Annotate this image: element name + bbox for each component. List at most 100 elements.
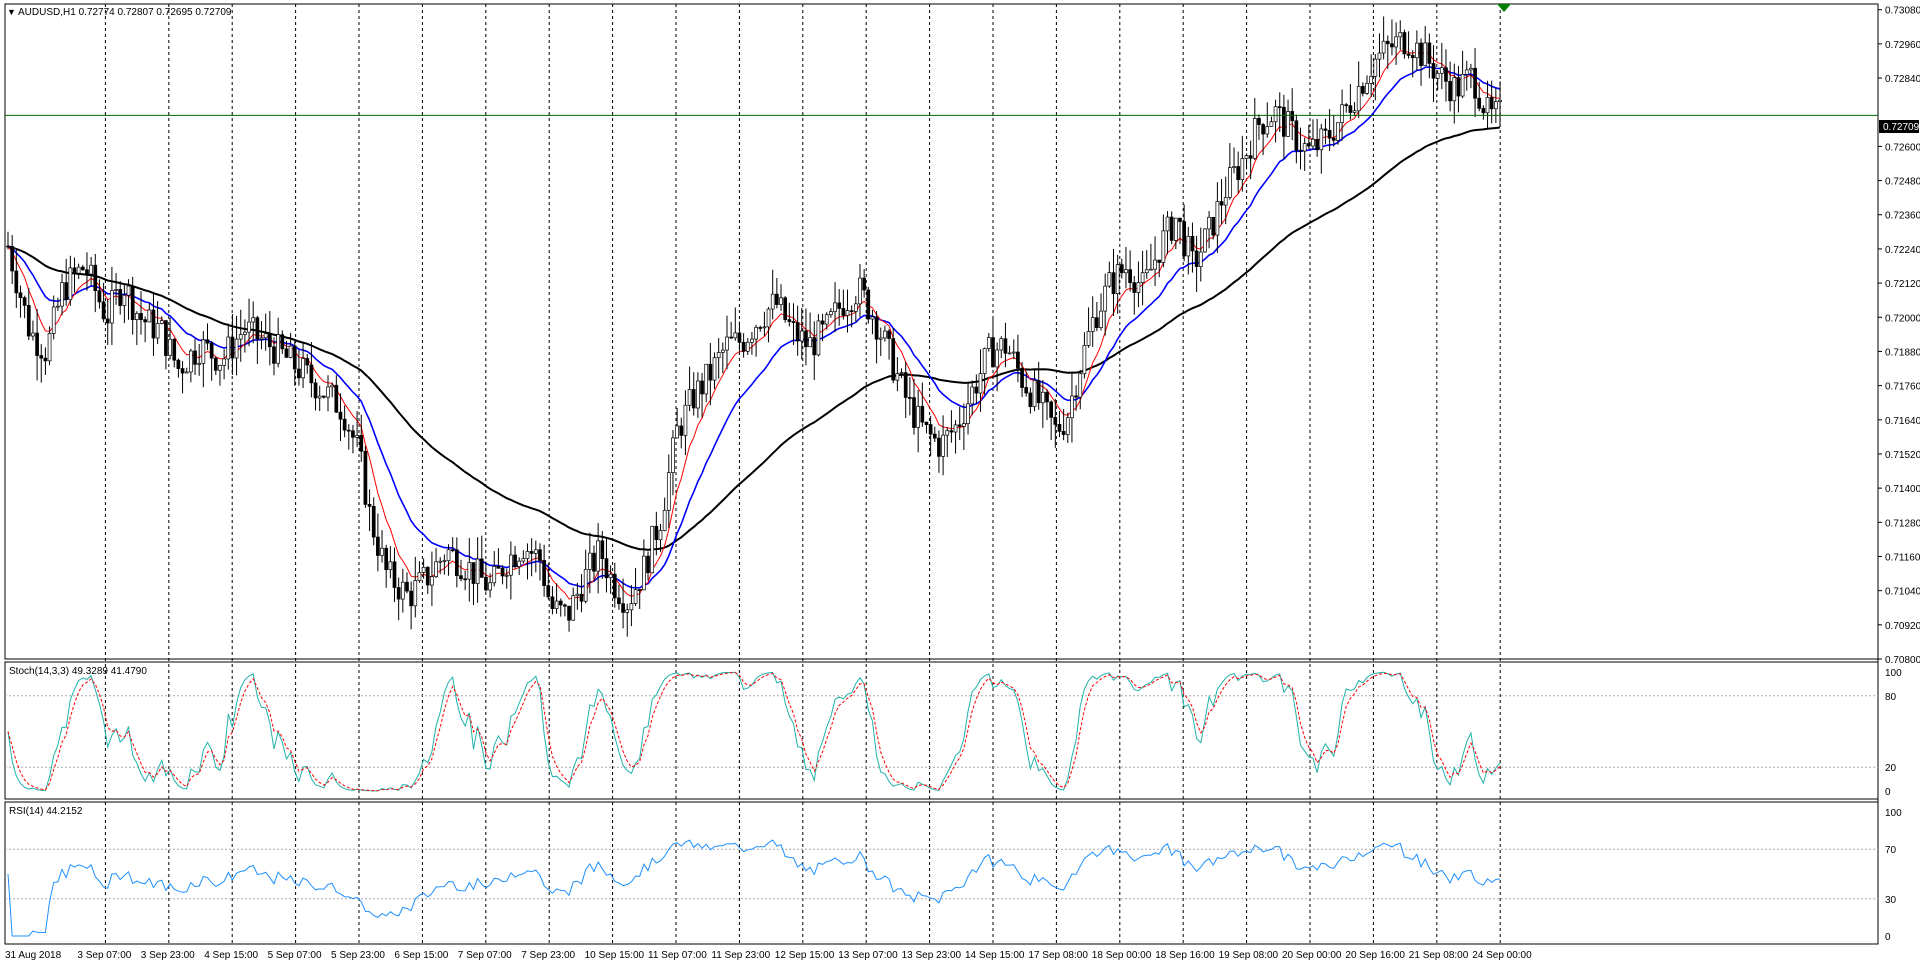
candle-body — [1373, 58, 1378, 77]
candle-body — [1352, 110, 1357, 113]
candle-body — [833, 302, 837, 312]
candle-body — [22, 297, 27, 306]
candle-body — [346, 429, 351, 432]
candle-body — [816, 320, 821, 356]
candle-body — [134, 313, 139, 320]
time-tick-label: 14 Sep 15:00 — [965, 950, 1025, 961]
price-tick-label: 0.71040 — [1885, 587, 1920, 598]
candle-body — [542, 560, 546, 586]
candle-body — [1265, 126, 1270, 135]
candle-body — [766, 308, 771, 328]
candle-body — [1128, 269, 1132, 283]
candle-body — [1244, 155, 1249, 160]
time-tick-label: 7 Sep 23:00 — [521, 950, 575, 961]
candle-body — [758, 327, 763, 329]
stoch-level-label: 20 — [1885, 763, 1897, 774]
candle-body — [209, 342, 214, 359]
candle-body — [376, 536, 380, 556]
candle-body — [309, 364, 314, 384]
candle-body — [438, 560, 443, 563]
candle-body — [841, 308, 846, 316]
candle-body — [1448, 80, 1452, 102]
candle-body — [326, 386, 330, 398]
candle-body — [812, 337, 817, 356]
candle-body — [1294, 120, 1299, 151]
candle-body — [413, 580, 418, 607]
time-tick-label: 17 Sep 08:00 — [1028, 950, 1088, 961]
candle-body — [1356, 86, 1361, 112]
candle-body — [180, 368, 185, 374]
candle-body — [1269, 121, 1274, 127]
price-tick-label: 0.72480 — [1885, 177, 1920, 188]
candle-body — [546, 585, 551, 598]
stoch-level-label: 100 — [1885, 668, 1902, 679]
candle-body — [729, 336, 733, 339]
candle-body — [1377, 52, 1382, 60]
candle-body — [596, 540, 601, 572]
candle-body — [1369, 75, 1374, 84]
candle-body — [937, 437, 941, 457]
candle-body — [1331, 137, 1336, 141]
candle-body — [916, 405, 921, 428]
candle-body — [1452, 77, 1457, 102]
arrow-marker-icon — [1497, 4, 1511, 12]
candle-body — [297, 368, 301, 379]
candle-body — [234, 338, 239, 359]
candle-body — [130, 285, 135, 320]
collapse-triangle-icon[interactable]: ▼ — [7, 7, 16, 17]
candle-body — [571, 595, 576, 621]
candle-body — [1053, 417, 1058, 425]
candle-body — [1286, 111, 1290, 137]
rsi-level-label: 0 — [1885, 932, 1891, 943]
candle-body — [554, 600, 559, 609]
candle-body — [745, 341, 750, 352]
candle-body — [1344, 104, 1349, 107]
candle-body — [1161, 230, 1166, 263]
candle-body — [675, 425, 679, 439]
candle-body — [912, 397, 916, 428]
candle-body — [417, 572, 422, 581]
candle-body — [43, 357, 48, 362]
time-tick-label: 5 Sep 07:00 — [268, 950, 322, 961]
candle-body — [351, 430, 355, 438]
candle-body — [887, 330, 891, 339]
candle-body — [741, 341, 746, 352]
candle-body — [1211, 216, 1216, 236]
candle-body — [878, 337, 883, 340]
price-candles — [6, 16, 1502, 637]
candle-body — [716, 352, 721, 359]
candle-body — [932, 433, 937, 439]
candle-body — [1493, 101, 1498, 110]
rsi-level-label: 100 — [1885, 808, 1902, 819]
candle-body — [288, 345, 293, 358]
candle-body — [654, 525, 659, 541]
candle-body — [629, 603, 634, 611]
candle-body — [708, 363, 713, 381]
price-tick-label: 0.72120 — [1885, 279, 1920, 290]
price-tick-label: 0.72960 — [1885, 40, 1920, 51]
candle-body — [467, 562, 472, 580]
candle-body — [1435, 72, 1440, 79]
candle-body — [496, 565, 501, 569]
time-tick-label: 3 Sep 23:00 — [141, 950, 195, 961]
candle-body — [600, 540, 605, 559]
candle-body — [1178, 217, 1182, 222]
candle-body — [371, 505, 376, 538]
candle-body — [1340, 104, 1344, 124]
candle-body — [1140, 272, 1145, 283]
candle-body — [1194, 250, 1199, 267]
candle-body — [949, 430, 954, 433]
candle-body — [662, 509, 667, 531]
candle-body — [691, 389, 696, 409]
candle-body — [658, 530, 663, 541]
candle-body — [280, 334, 285, 350]
candle-body — [538, 549, 542, 561]
stoch-panel-frame — [4, 661, 1879, 800]
candle-body — [1065, 417, 1070, 435]
rsi-line-path — [7, 839, 1501, 937]
time-tick-label: 31 Aug 2018 — [5, 950, 62, 961]
candle-body — [982, 348, 987, 374]
candle-body — [164, 320, 168, 356]
